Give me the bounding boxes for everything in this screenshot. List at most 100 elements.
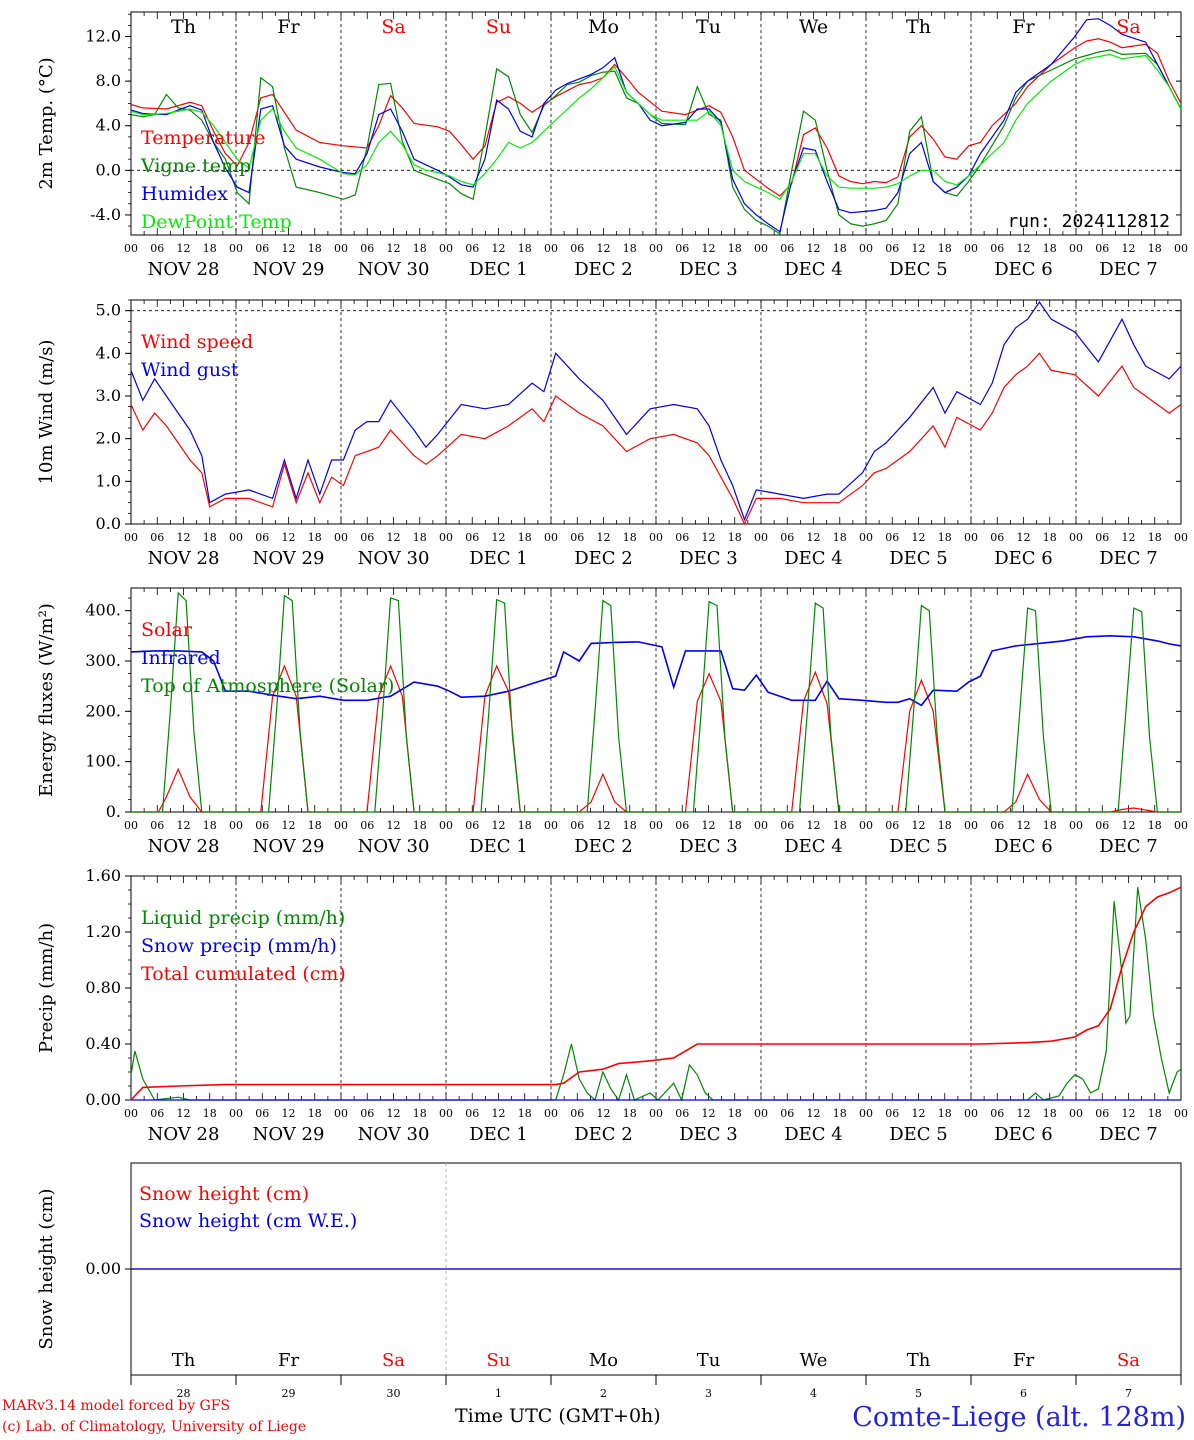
day-number-label: 4 [810,1387,817,1400]
hour-tick-label: 00 [544,819,558,832]
day-number-label: 29 [282,1387,296,1400]
hour-tick-label: 00 [649,1107,663,1120]
date-label: DEC 4 [784,1124,843,1145]
hour-tick-label: 06 [255,1107,269,1120]
weekday-label: Th [907,1350,931,1371]
date-label: DEC 1 [469,548,528,569]
date-label: NOV 30 [358,836,430,857]
hour-tick-label: 06 [360,1107,374,1120]
hour-tick-label: 18 [728,819,742,832]
hour-tick-label: 18 [203,531,217,544]
hour-tick-label: 12 [492,531,506,544]
hour-tick-label: 06 [255,819,269,832]
hour-tick-label: 18 [413,242,427,255]
date-label: DEC 2 [574,1124,633,1145]
hour-tick-label: 18 [308,531,322,544]
hour-tick-label: 00 [649,242,663,255]
date-label: DEC 7 [1099,1124,1158,1145]
day-number-label: 1 [495,1387,502,1400]
hour-tick-label: 00 [124,1107,138,1120]
hour-tick-label: 18 [1043,531,1057,544]
hour-tick-label: 18 [938,242,952,255]
hour-tick-label: 06 [990,819,1004,832]
hour-tick-label: 06 [360,819,374,832]
y-tick-label: 0.0 [96,160,121,179]
hour-tick-label: 00 [1069,1107,1083,1120]
hour-tick-label: 00 [859,1107,873,1120]
hour-tick-label: 12 [492,819,506,832]
hour-tick-label: 18 [518,531,532,544]
hour-tick-label: 00 [439,242,453,255]
legend-entry: Temperature [141,127,265,149]
hour-tick-label: 12 [387,242,401,255]
hour-tick-label: 00 [229,1107,243,1120]
hour-tick-label: 12 [702,242,716,255]
series-line-temperature [130,38,1182,197]
y-axis-label: 10m Wind (m/s) [36,340,57,485]
hour-tick-label: 06 [675,242,689,255]
y-tick-label: 1.60 [85,866,121,885]
date-label: DEC 5 [889,836,948,857]
date-label: NOV 29 [253,259,325,280]
series-line-dewpoint-temp [130,53,1182,201]
hour-tick-label: 06 [990,1107,1004,1120]
hour-tick-label: 18 [1148,242,1162,255]
hour-tick-label: 06 [360,531,374,544]
hour-tick-label: 06 [1095,242,1109,255]
y-tick-label: 0.00 [85,1259,121,1278]
date-label: NOV 30 [358,1124,430,1145]
hour-tick-label: 12 [282,242,296,255]
series-line-wind-gust [130,301,1182,522]
hour-tick-label: 12 [177,531,191,544]
hour-tick-label: 00 [964,819,978,832]
hour-tick-label: 12 [912,242,926,255]
weekday-label: Mo [588,16,619,38]
hour-tick-label: 12 [702,1107,716,1120]
hour-tick-label: 18 [203,819,217,832]
date-label: DEC 5 [889,259,948,280]
credit-line-1: MARv3.14 model forced by GFS [2,1398,231,1414]
hour-tick-label: 12 [177,819,191,832]
date-label: DEC 3 [679,836,738,857]
hour-tick-label: 00 [334,1107,348,1120]
series-line-liquid-precip-mm-h [130,887,1182,1102]
weekday-label: Su [486,16,511,38]
hour-tick-label: 12 [807,531,821,544]
weekday-label: Th [172,1350,196,1371]
hour-tick-label: 12 [282,819,296,832]
date-label: DEC 5 [889,548,948,569]
legend-entry: Humidex [141,183,228,205]
hour-tick-label: 00 [229,531,243,544]
day-number-label: 7 [1125,1387,1132,1400]
hour-tick-label: 18 [728,531,742,544]
day-number-label: 3 [705,1387,712,1400]
hour-tick-label: 06 [885,531,899,544]
weekday-label: Fr [1012,16,1035,38]
weekday-label: We [800,1350,828,1371]
series-line-top-of-atmosphere-solar [131,591,1181,813]
legend-entry: Top of Atmosphere (Solar) [141,675,394,697]
weekday-label: We [799,16,828,38]
run-label: run: 2024112812 [1007,211,1170,232]
hour-tick-label: 18 [518,1107,532,1120]
hour-tick-label: 06 [990,242,1004,255]
hour-tick-label: 00 [859,819,873,832]
date-label: DEC 1 [469,836,528,857]
y-tick-label: 1.20 [85,922,121,941]
hour-tick-label: 06 [885,819,899,832]
hour-tick-label: 12 [387,531,401,544]
legend-entry: Snow precip (mm/h) [141,935,337,957]
series-line-infrared [130,634,1182,707]
y-tick-label: 0.80 [85,978,121,997]
weekday-label: Mo [589,1350,618,1371]
hour-tick-label: 00 [334,819,348,832]
hour-tick-label: 12 [492,242,506,255]
date-label: NOV 28 [148,1124,220,1145]
date-label: NOV 28 [148,548,220,569]
hour-tick-label: 18 [1043,1107,1057,1120]
hour-tick-label: 00 [649,531,663,544]
hour-tick-label: 18 [938,1107,952,1120]
plot-frame-energy [130,587,1182,813]
hour-tick-label: 12 [1122,242,1136,255]
hour-tick-label: 00 [439,1107,453,1120]
